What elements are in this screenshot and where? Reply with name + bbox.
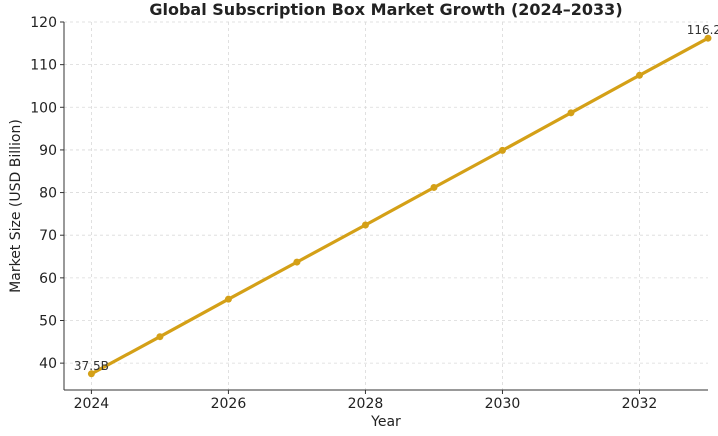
- x-axis-label: Year: [370, 414, 401, 430]
- labels-layer: 37.5B 116.2B: [74, 23, 718, 373]
- series-line: [89, 36, 710, 376]
- y-tick-label: 120: [30, 15, 57, 31]
- data-point: [293, 258, 301, 266]
- data-point: [704, 34, 712, 42]
- data-point: [430, 183, 438, 191]
- chart-title: Global Subscription Box Market Growth (2…: [149, 0, 622, 19]
- x-tick-label: 2032: [622, 396, 658, 412]
- y-tick-label: 50: [39, 313, 57, 329]
- data-point: [87, 370, 95, 378]
- grid-layer: [64, 21, 708, 390]
- y-tick-label: 90: [39, 143, 57, 159]
- data-point: [635, 71, 643, 79]
- x-tick-label: 2024: [74, 396, 110, 412]
- data-label: 37.5B: [74, 359, 109, 373]
- y-axis-label: Market Size (USD Billion): [8, 119, 24, 293]
- x-tick-label: 2028: [348, 396, 384, 412]
- y-tick-label: 70: [39, 228, 57, 244]
- x-tick-label: 2026: [211, 396, 247, 412]
- y-tick-label: 40: [39, 356, 57, 372]
- data-point: [361, 221, 369, 229]
- x-tick-label: 2030: [485, 396, 521, 412]
- y-tick-label: 110: [30, 58, 57, 74]
- data-point: [567, 109, 575, 117]
- data-point: [498, 146, 506, 154]
- axes-layer: 2024 2026 2028 2030 2032 40 50 60 70 80 90 100 110 12…: [30, 15, 708, 412]
- y-tick-label: 60: [39, 271, 57, 287]
- series-layer: [87, 34, 712, 378]
- y-tick-label: 80: [39, 186, 57, 202]
- data-label: 116.2B: [687, 23, 718, 37]
- data-point: [224, 295, 232, 303]
- y-tick-label: 100: [30, 100, 57, 116]
- data-point: [156, 333, 164, 341]
